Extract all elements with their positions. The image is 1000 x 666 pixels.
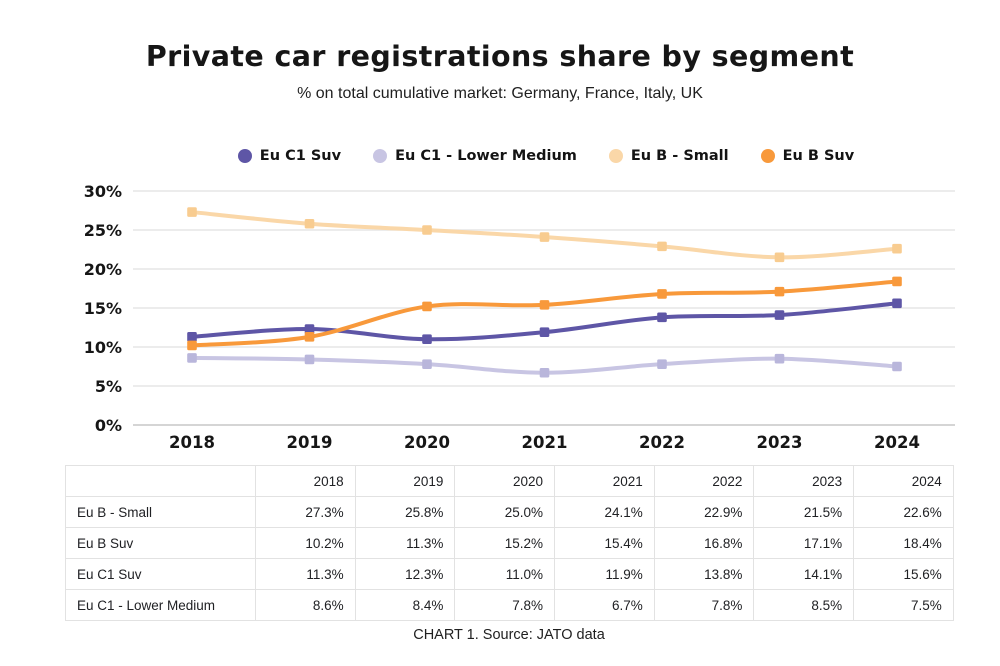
svg-text:30%: 30% — [84, 182, 122, 201]
table-cell: 14.1% — [753, 558, 855, 590]
chart-legend: Eu C1 Suv Eu C1 - Lower Medium Eu B - Smal… — [0, 148, 1000, 164]
table-header-cell: 2021 — [554, 465, 655, 497]
table-cell: 11.0% — [454, 558, 556, 590]
legend-dot-icon — [237, 149, 252, 163]
page-title: Private car registrations share by segme… — [145, 40, 855, 73]
line-chart: 0% 5% 10% 15% 20% 25% 30% 2018 2019 2020 2021 2022 2… — [63, 182, 960, 457]
table-cell: 7.5% — [853, 589, 954, 621]
table-cell: 17.1% — [753, 527, 855, 559]
svg-text:20%: 20% — [84, 260, 122, 279]
legend-dot-icon — [760, 149, 775, 163]
line-chart-svg: 0% 5% 10% 15% 20% 25% 30% 2018 2019 2020 2021 2022 2… — [84, 182, 955, 452]
table-row-label: Eu B - Small — [65, 496, 256, 528]
table-cell: 8.5% — [753, 589, 855, 621]
table-cell: 15.2% — [454, 527, 556, 559]
table-row-label: Eu B Suv — [65, 527, 256, 559]
table-header-row: 2018 2019 2020 2021 2022 2023 2024 — [65, 465, 954, 497]
table-row-label: Eu C1 Suv — [65, 558, 256, 590]
table-row: Eu B - Small 27.3% 25.8% 25.0% 24.1% 22.9% 21.… — [65, 496, 954, 528]
page-subtitle: % on total cumulative market: Germany, F… — [297, 85, 703, 102]
legend-label: Eu C1 Suv — [259, 148, 342, 164]
table-cell: 21.5% — [753, 496, 855, 528]
table-cell: 24.1% — [554, 496, 655, 528]
table-cell: 15.4% — [554, 527, 655, 559]
table-header-cell: 2020 — [454, 465, 556, 497]
table-cell: 7.8% — [454, 589, 556, 621]
legend-item: Eu B Suv — [760, 148, 855, 164]
svg-text:2021: 2021 — [522, 433, 568, 452]
svg-text:2019: 2019 — [287, 433, 333, 452]
legend-dot-icon — [373, 149, 388, 163]
table-cell: 12.3% — [354, 558, 456, 590]
svg-text:2020: 2020 — [404, 433, 450, 452]
table-cell: 25.0% — [454, 496, 556, 528]
table-cell: 25.8% — [354, 496, 456, 528]
svg-text:2022: 2022 — [639, 433, 685, 452]
legend-item: Eu C1 - Lower Medium — [373, 148, 577, 164]
table-cell: 15.6% — [853, 558, 954, 590]
table-header-cell — [65, 465, 256, 497]
table-header-cell: 2024 — [853, 465, 954, 497]
legend-dot-icon — [608, 149, 623, 163]
table-cell: 16.8% — [653, 527, 755, 559]
table-cell: 7.8% — [653, 589, 755, 621]
table-header-cell: 2023 — [753, 465, 855, 497]
table-cell: 13.8% — [653, 558, 755, 590]
table-row: Eu B Suv 10.2% 11.3% 15.2% 15.4% 16.8% 17.1% 18… — [65, 527, 954, 559]
svg-text:2024: 2024 — [874, 433, 920, 452]
table-row: Eu C1 - Lower Medium 8.6% 8.4% 7.8% 6.7% 7.8%… — [65, 589, 954, 621]
table-cell: 22.9% — [653, 496, 755, 528]
data-table: 2018 2019 2020 2021 2022 2023 2024 Eu B - Small… — [65, 465, 954, 621]
table-cell: 27.3% — [255, 496, 356, 528]
table-cell: 10.2% — [255, 527, 356, 559]
table-header-cell: 2022 — [653, 465, 755, 497]
svg-text:10%: 10% — [84, 338, 122, 357]
table-cell: 8.6% — [255, 589, 356, 621]
table-cell: 11.3% — [354, 527, 456, 559]
svg-text:0%: 0% — [95, 416, 122, 435]
table-header-cell: 2018 — [255, 465, 356, 497]
chart-caption: CHART 1. Source: JATO data — [413, 627, 605, 643]
table-cell: 22.6% — [853, 496, 954, 528]
table-cell: 18.4% — [853, 527, 954, 559]
legend-item: Eu C1 Suv — [237, 148, 342, 164]
legend-item: Eu B - Small — [608, 148, 729, 164]
legend-label: Eu C1 - Lower Medium — [395, 148, 577, 164]
table-row: Eu C1 Suv 11.3% 12.3% 11.0% 11.9% 13.8% 14.1% 1… — [65, 558, 954, 590]
table-cell: 11.9% — [554, 558, 655, 590]
table-header-cell: 2019 — [354, 465, 456, 497]
legend-label: Eu B - Small — [630, 148, 729, 164]
svg-text:2023: 2023 — [757, 433, 803, 452]
svg-text:5%: 5% — [95, 377, 122, 396]
table-row-label: Eu C1 - Lower Medium — [65, 589, 256, 621]
table-cell: 11.3% — [255, 558, 356, 590]
svg-text:25%: 25% — [84, 221, 122, 240]
table-cell: 6.7% — [554, 589, 655, 621]
svg-text:2018: 2018 — [169, 433, 215, 452]
table-cell: 8.4% — [354, 589, 456, 621]
legend-label: Eu B Suv — [782, 148, 855, 164]
svg-text:15%: 15% — [84, 299, 122, 318]
